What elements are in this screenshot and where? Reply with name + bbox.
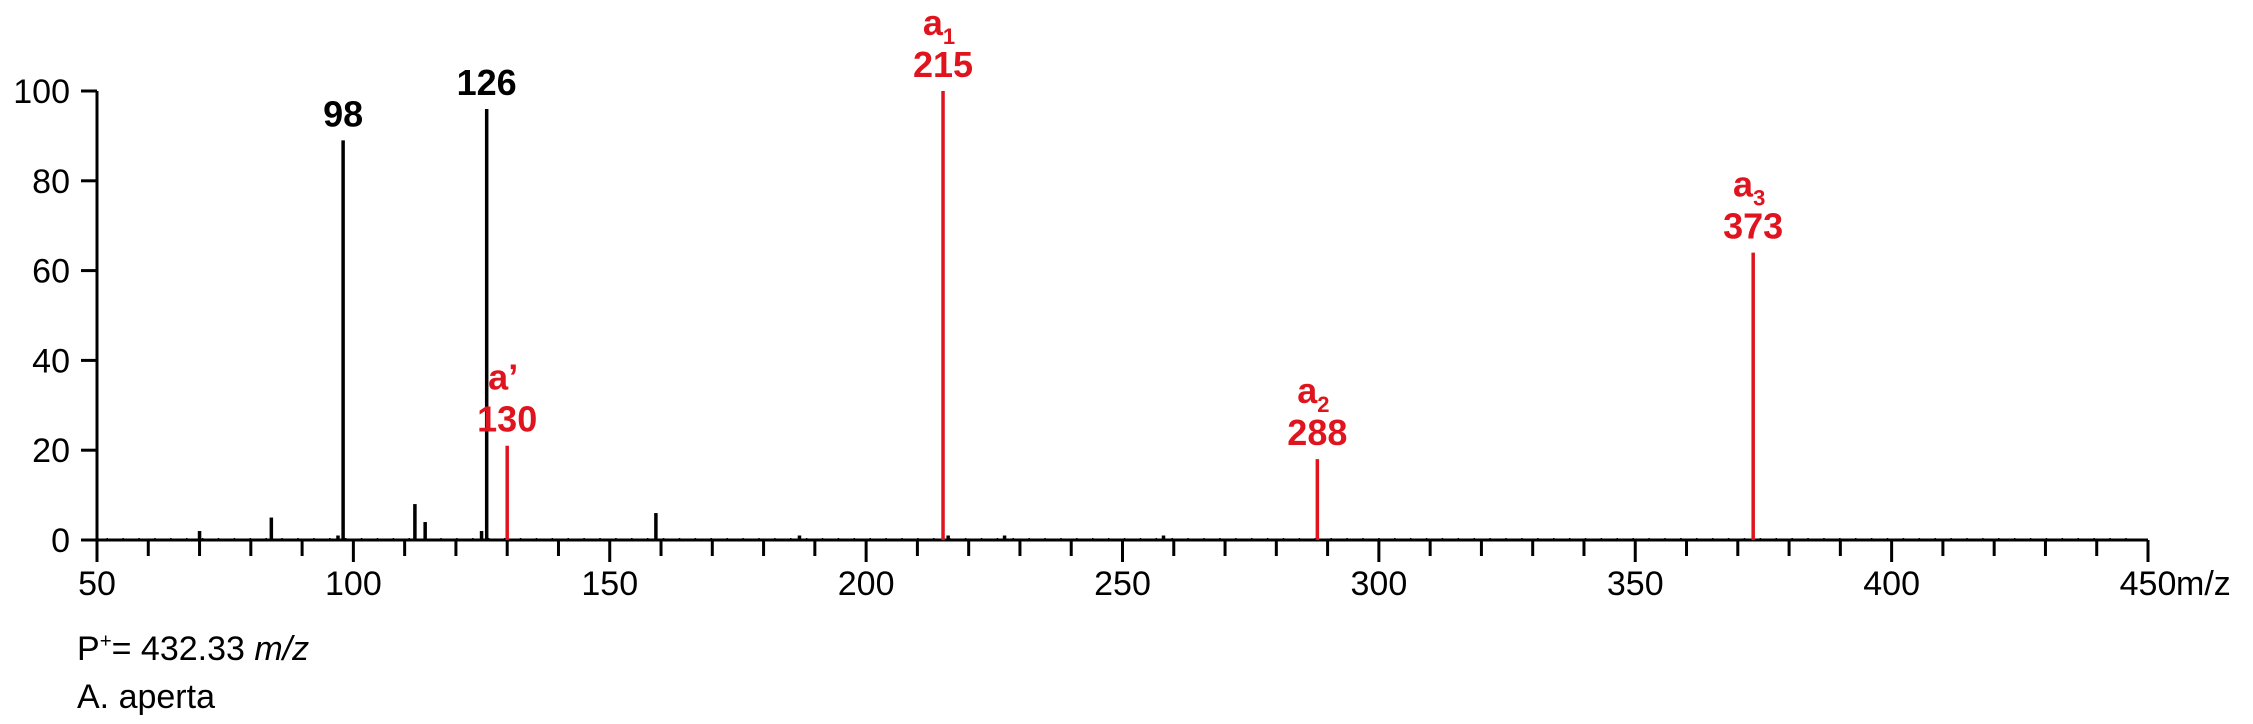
x-tick-label: 150 xyxy=(581,565,638,603)
x-axis-label: m/z xyxy=(2176,565,2231,603)
y-tick-label: 100 xyxy=(13,73,70,111)
x-tick-label: 400 xyxy=(1863,565,1920,603)
y-tick-label: 20 xyxy=(32,432,70,470)
ion-label-373: a3 xyxy=(1733,164,1765,211)
peak-label-126: 126 xyxy=(457,62,517,103)
ion-label-288: a2 xyxy=(1297,370,1329,417)
x-tick-label: 200 xyxy=(838,565,895,603)
y-tick-label: 0 xyxy=(51,522,70,560)
ion-label-130: a’ xyxy=(488,357,518,398)
y-tick-label: 60 xyxy=(32,253,70,291)
x-tick-label: 100 xyxy=(325,565,382,603)
x-tick-label: 450 xyxy=(2120,565,2177,603)
x-tick-label: 300 xyxy=(1351,565,1408,603)
peak-label-288: 288 xyxy=(1287,412,1347,453)
y-tick-label: 80 xyxy=(32,163,70,201)
peak-label-215: 215 xyxy=(913,44,973,85)
x-tick-label: 250 xyxy=(1094,565,1151,603)
x-tick-label: 350 xyxy=(1607,565,1664,603)
x-tick-label: 50 xyxy=(78,565,116,603)
peak-label-130: 130 xyxy=(477,399,537,440)
species-label: A. aperta xyxy=(77,678,215,716)
ion-label-215: a1 xyxy=(923,2,955,49)
peak-label-373: 373 xyxy=(1723,206,1783,247)
y-tick-label: 40 xyxy=(32,342,70,380)
peak-label-98: 98 xyxy=(323,93,363,134)
precursor-ion-label: P+= 432.33 m/z xyxy=(77,630,310,668)
